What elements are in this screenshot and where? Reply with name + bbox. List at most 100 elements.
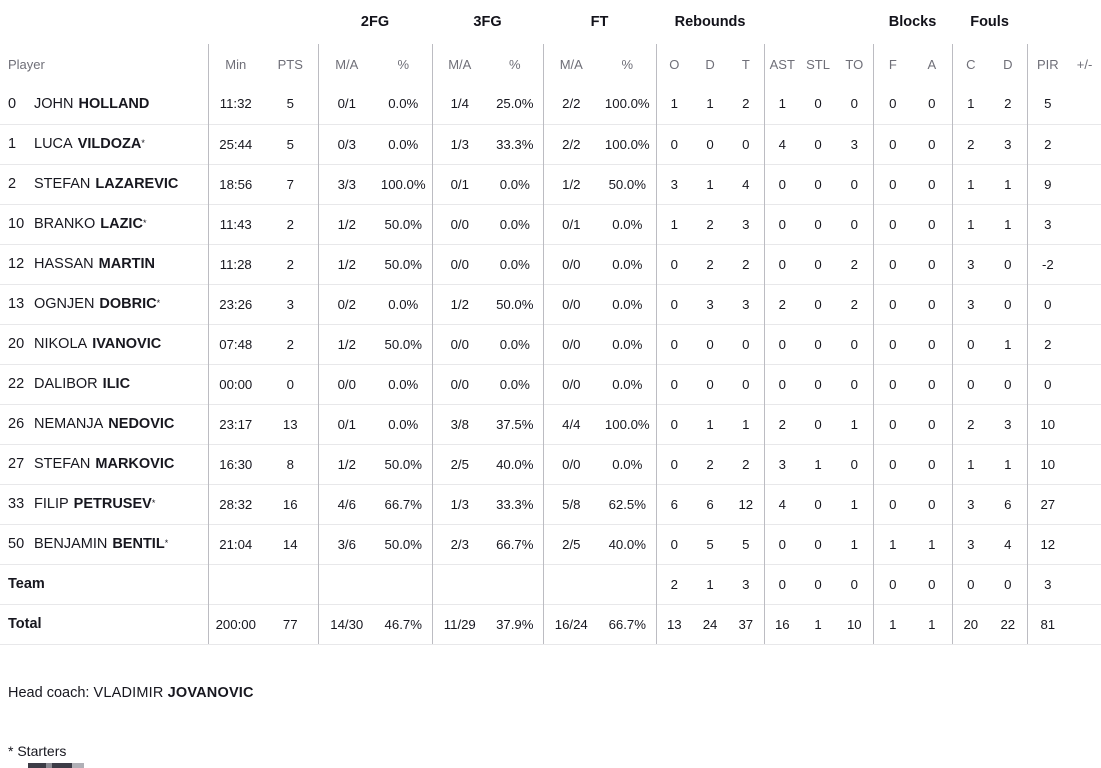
stat-cell — [263, 563, 319, 604]
stat-cell — [208, 563, 263, 604]
stat-cell: 1/2 — [432, 283, 488, 324]
stat-cell: 2 — [836, 283, 874, 324]
head-coach-line: Head coach: VLADIMIR JOVANOVIC — [8, 685, 1101, 701]
stat-cell — [1068, 123, 1101, 164]
stat-cell: 2 — [263, 243, 319, 284]
stat-cell: 1 — [989, 323, 1028, 364]
total-row-label: Total — [8, 616, 42, 632]
stat-cell: 3 — [764, 443, 801, 484]
stat-cell: 2 — [952, 403, 990, 444]
stat-cell: 50.0% — [599, 163, 657, 204]
stat-cell: 2 — [764, 403, 801, 444]
stat-cell: 3/6 — [318, 523, 375, 564]
stat-cell: 3 — [952, 283, 990, 324]
player-name-cell: 27 STEFAN MARKOVIC — [0, 443, 209, 484]
stat-cell: 5 — [1044, 96, 1052, 112]
stat-cell: 3 — [692, 283, 729, 324]
stat-cell: 50.0% — [375, 523, 433, 564]
column-header-row: Player Min PTS M/A % M/A % M/A % O D T A… — [0, 44, 1101, 84]
starter-asterisk: * — [142, 218, 147, 228]
total-row: Total 200:00 77 14/30 46.7% 11/29 37.9% 16/24 66… — [0, 603, 1101, 645]
stat-cell: 100.0% — [375, 163, 433, 204]
stat-cell — [1068, 163, 1101, 204]
stat-cell — [375, 563, 433, 604]
stat-cell: 37.5% — [487, 403, 544, 444]
stat-cell: 25:44 — [208, 123, 263, 164]
stat-cell: 9 — [1027, 163, 1069, 204]
stat-cell: 12 — [728, 483, 765, 524]
stat-cell: 2/2 — [562, 96, 581, 112]
stat-cell: 1 — [670, 96, 678, 112]
stat-cell: 11:28 — [208, 243, 263, 284]
stat-cell: 1/2 — [543, 163, 600, 204]
table-body: 0 JOHN HOLLAND 11:32 5 0/1 0.0% 1/4 25.0% 2/2 100.… — [0, 84, 1101, 645]
stat-cell: 2/5 — [432, 443, 488, 484]
stat-cell: 62.5% — [599, 483, 657, 524]
player-last-name: LAZAREVIC — [95, 176, 179, 192]
stat-cell: 0 — [912, 283, 953, 324]
player-row: 10 BRANKO LAZIC* 11:43 2 1/2 50.0% 0/0 0.0% 0/1 0.… — [0, 203, 1101, 244]
stat-cell: 3 — [728, 203, 765, 244]
player-last-name: DOBRIC — [99, 296, 157, 312]
stat-cell: 0 — [952, 363, 990, 404]
group-header-rebounds: Rebounds — [674, 14, 746, 30]
stat-cell: 16 — [263, 483, 319, 524]
stat-cell: 3 — [952, 523, 990, 564]
stat-cell: 0 — [873, 163, 913, 204]
stat-cell: 0 — [800, 203, 837, 244]
stat-cell: 0/3 — [318, 123, 375, 164]
stat-cell: 2 — [692, 243, 729, 284]
stat-cell: 1 — [952, 443, 990, 484]
stat-cell: 3 — [728, 283, 765, 324]
stat-cell: 2 — [1027, 323, 1069, 364]
stat-cell: 0 — [1027, 363, 1069, 404]
stat-cell: 0/0 — [543, 363, 600, 404]
starters-note: * Starters — [8, 742, 67, 759]
player-first-name: NIKOLA — [34, 336, 88, 352]
player-row: 20 NIKOLA IVANOVIC 07:48 2 1/2 50.0% 0/0 0.0% 0/0… — [0, 323, 1101, 364]
stat-cell — [1068, 283, 1101, 324]
stat-cell: 0 — [912, 203, 953, 244]
stat-cell: 66.7% — [487, 523, 544, 564]
col-header-reb-d: D — [705, 56, 715, 72]
stat-cell: 07:48 — [208, 323, 263, 364]
stat-cell: 50.0% — [375, 443, 433, 484]
stat-cell: 0.0% — [487, 243, 544, 284]
stat-cell: 1 — [800, 443, 837, 484]
group-spacer — [208, 0, 318, 44]
stat-cell: 1/2 — [318, 203, 375, 244]
stat-cell: 22 — [989, 603, 1028, 645]
stat-cell: 2 — [728, 84, 765, 124]
col-header-3fg-pct: % — [487, 44, 544, 84]
col-header-blk-a: A — [912, 44, 953, 84]
player-row: 22 DALIBOR ILIC 00:00 0 0/0 0.0% 0/0 0.0% 0/0 0.0%… — [0, 363, 1101, 404]
group-header-2fg: 2FG — [360, 14, 390, 30]
stat-cell: 25.0% — [487, 84, 544, 124]
stat-cell: 0.0% — [599, 203, 657, 244]
stat-cell: 0 — [952, 323, 990, 364]
player-row: 0 JOHN HOLLAND 11:32 5 0/1 0.0% 1/4 25.0% 2/2 100.… — [0, 84, 1101, 124]
player-name-cell: 2 STEFAN LAZAREVIC — [0, 163, 209, 204]
player-first-name: STEFAN — [34, 176, 91, 192]
stat-cell: 0 — [873, 123, 913, 164]
stat-cell: 0/0 — [432, 243, 488, 284]
player-row: 50 BENJAMIN BENTIL* 21:04 14 3/6 50.0% 2/3 66.7%… — [0, 523, 1101, 564]
player-last-name: IVANOVIC — [92, 336, 162, 352]
total-row-label-cell: Total — [0, 603, 209, 645]
stat-cell: -2 — [1027, 243, 1069, 284]
stat-cell: 0/0 — [432, 203, 488, 244]
stat-cell: 16 — [764, 603, 801, 645]
stat-cell: 28:32 — [208, 483, 263, 524]
stat-cell: 1 — [912, 603, 953, 645]
stat-cell: 2 — [764, 283, 801, 324]
player-number: 27 — [8, 456, 25, 472]
stat-cell: 0 — [800, 123, 837, 164]
stat-cell: 40.0% — [599, 523, 657, 564]
stat-cell: 23:17 — [208, 403, 263, 444]
stat-cell: 3 — [989, 123, 1028, 164]
stat-cell: 6 — [692, 483, 729, 524]
player-first-name: HASSAN — [34, 256, 94, 272]
stat-cell: 0 — [800, 243, 837, 284]
player-first-name: NEMANJA — [34, 416, 104, 432]
stat-cell: 0.0% — [375, 403, 433, 444]
